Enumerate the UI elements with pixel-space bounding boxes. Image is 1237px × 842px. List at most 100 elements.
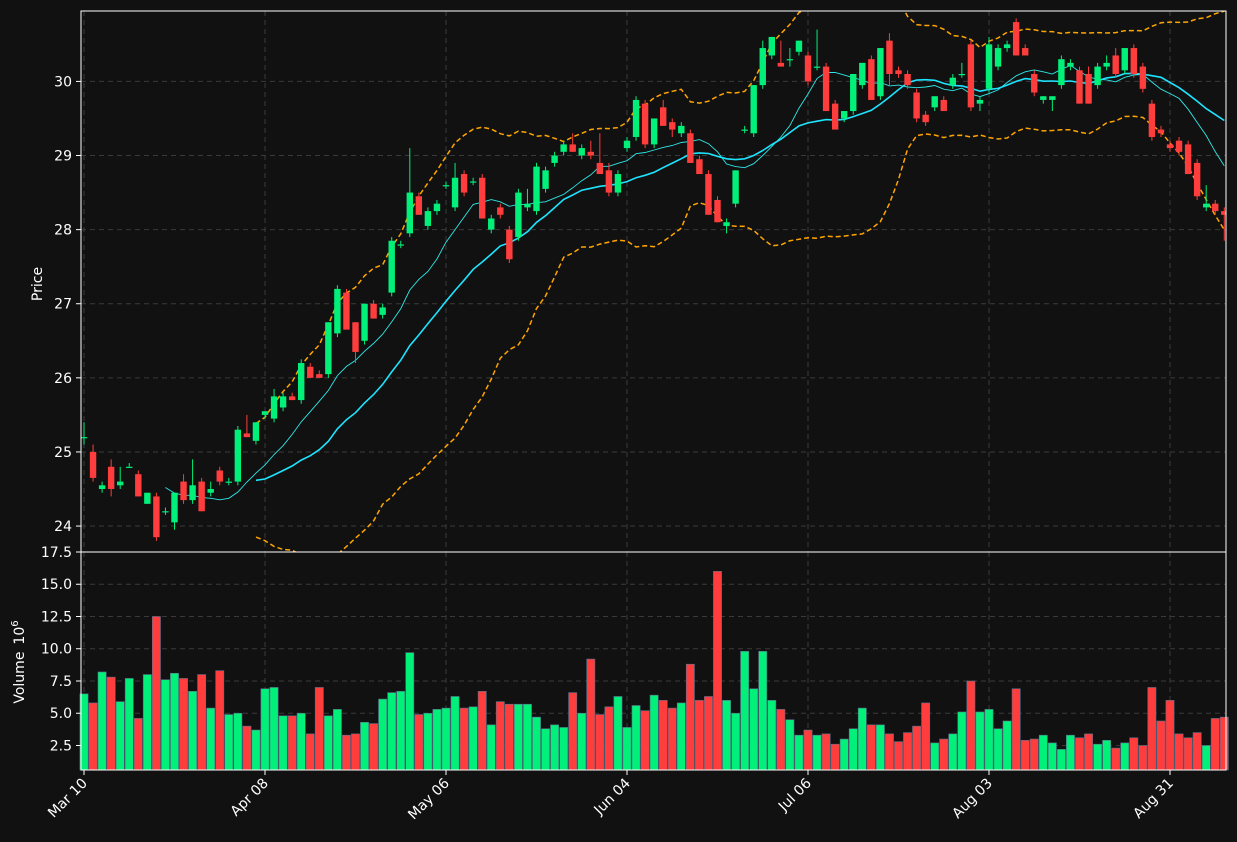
candle-body (641, 103, 649, 145)
volume-bar (948, 733, 958, 771)
volume-bar (658, 700, 668, 771)
volume-bar (785, 719, 795, 771)
volume-bar (1066, 734, 1075, 771)
candle-body (605, 170, 613, 193)
candle-body (1076, 70, 1083, 104)
volume-bar (749, 688, 759, 771)
candle-body (678, 125, 685, 134)
volume-bar (504, 703, 514, 771)
volume-frame (80, 551, 1227, 771)
candle-body (895, 70, 902, 74)
sma-fast-line (165, 64, 1225, 501)
volume-bar (432, 709, 442, 771)
price-tick-label: 25 (54, 445, 72, 461)
candle-body (189, 485, 196, 501)
volume-bar (857, 707, 867, 771)
candle-body (89, 451, 97, 478)
candle-body (1203, 203, 1210, 208)
volume-bar (97, 671, 107, 771)
candle-body (153, 496, 160, 538)
candle-body (696, 159, 703, 175)
candle-body (533, 166, 540, 212)
volume-bar (1129, 737, 1139, 771)
volume-bar (88, 702, 98, 771)
volume-bar (1165, 700, 1175, 771)
candle-body (1040, 96, 1047, 100)
volume-bar (957, 711, 967, 771)
volume-bar (550, 724, 559, 771)
candle-body (424, 211, 432, 226)
candle-body (162, 511, 169, 513)
candle-body (288, 396, 296, 401)
volume-bar (604, 706, 614, 771)
candle-body (1003, 44, 1011, 49)
candle-body (723, 222, 730, 226)
volume-bar (676, 702, 686, 771)
volume-bar (821, 733, 831, 771)
volume-bar (396, 691, 406, 771)
candle-body (542, 170, 549, 189)
candle-body (216, 470, 223, 482)
volume-bar (369, 723, 378, 771)
volume-bar (866, 724, 876, 771)
candle-body (759, 48, 766, 86)
volume-bar (1029, 738, 1039, 771)
volume-bar (685, 663, 695, 771)
volume-bar (387, 692, 397, 771)
volume-bar (152, 616, 161, 771)
volume-bar (640, 710, 650, 771)
volume-bar (532, 716, 541, 771)
candle-body (660, 107, 667, 126)
volume-bar (459, 707, 469, 771)
volume-bar (613, 696, 623, 771)
volume-bars (79, 571, 1229, 771)
candle-body (868, 59, 875, 100)
volume-bar (314, 687, 324, 771)
volume-bar (568, 692, 578, 771)
candle-body (705, 174, 712, 215)
volume-bar (414, 714, 424, 771)
volume-bar (269, 687, 279, 771)
volume-bar (278, 715, 288, 771)
candle-body (922, 114, 929, 123)
volume-bar (468, 706, 478, 771)
volume-bar (875, 724, 885, 771)
candle-body (976, 99, 984, 104)
candle-body (325, 322, 332, 375)
volume-bar (885, 733, 894, 771)
volume-bar (1038, 734, 1048, 771)
volume-bar (921, 702, 931, 771)
volume-bar (541, 728, 550, 771)
candle-body (1212, 203, 1219, 212)
volume-bar (767, 700, 777, 771)
candle-body (1031, 73, 1038, 93)
candle-body (1121, 48, 1128, 71)
volume-bar (722, 700, 731, 771)
candle-body (415, 196, 423, 215)
candle-body (379, 307, 386, 315)
volume-bar (423, 712, 433, 771)
volume-bar (405, 652, 415, 771)
candle-body (1139, 66, 1147, 89)
candle-body (669, 122, 676, 130)
volume-bar (305, 733, 315, 771)
volume-bar (1075, 737, 1084, 771)
candle-body (886, 40, 893, 74)
candle-body (98, 485, 106, 490)
candle-body (343, 292, 350, 330)
volume-bar (523, 703, 532, 771)
volume-bar (740, 651, 750, 771)
candle-body (913, 92, 920, 119)
volume-bar (794, 734, 804, 771)
volume-bar (595, 714, 605, 771)
volume-bar (667, 707, 677, 771)
volume-bar (694, 700, 704, 771)
candle-body (1184, 144, 1192, 175)
volume-bar (351, 733, 360, 771)
volume-bar (966, 680, 976, 771)
volume-bar (776, 709, 786, 771)
candle-body (261, 411, 269, 415)
candle-body (307, 366, 314, 378)
candle-body (515, 192, 522, 238)
volume-bar (133, 718, 143, 771)
